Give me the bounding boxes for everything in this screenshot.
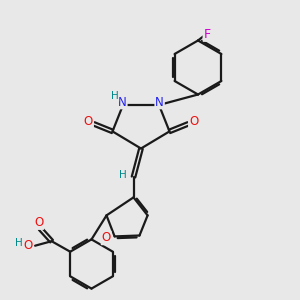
Text: N: N <box>118 95 127 109</box>
Text: F: F <box>203 28 211 41</box>
Text: H: H <box>111 91 119 101</box>
Text: O: O <box>189 115 198 128</box>
Text: N: N <box>155 95 164 109</box>
Text: O: O <box>34 216 43 229</box>
Text: O: O <box>84 115 93 128</box>
Text: O: O <box>102 231 111 244</box>
Text: H: H <box>15 238 22 248</box>
Text: O: O <box>24 239 33 252</box>
Text: H: H <box>119 170 127 181</box>
